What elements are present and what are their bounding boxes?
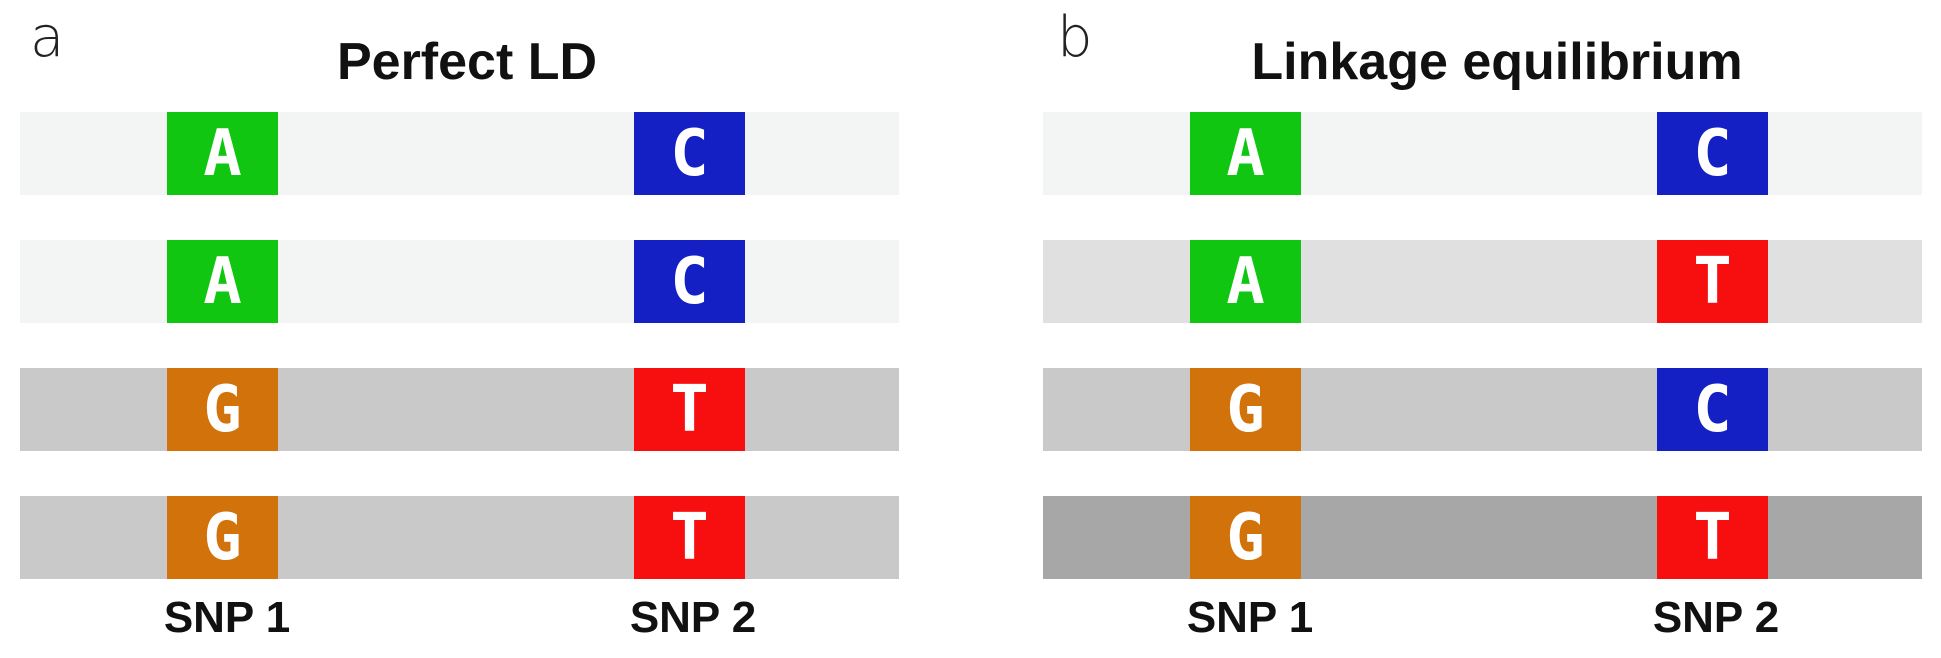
snp1-allele: A	[1190, 112, 1301, 195]
panel-letter: b	[1057, 5, 1093, 70]
snp1-allele: G	[167, 496, 278, 579]
snp2-allele: C	[634, 240, 745, 323]
haplotype-row: A C	[20, 112, 899, 195]
snp1-label: SNP 1	[163, 593, 291, 642]
snp2-allele: T	[634, 368, 745, 451]
snp2-allele: T	[634, 496, 745, 579]
panel-perfect-ld: a Perfect LD A C A C G T G T SNP 1 SNP 2	[0, 0, 900, 658]
haplotype-row: A C	[1043, 112, 1922, 195]
haplotype-row: A T	[1043, 240, 1922, 323]
snp1-label: SNP 1	[1186, 593, 1314, 642]
snp1-allele: A	[167, 240, 278, 323]
haplotype-row: G T	[20, 496, 899, 579]
snp2-allele: C	[1657, 368, 1768, 451]
haplotype-row: A C	[20, 240, 899, 323]
haplotype-row: G C	[1043, 368, 1922, 451]
snp1-allele: G	[1190, 368, 1301, 451]
snp2-label: SNP 2	[1652, 593, 1780, 642]
panel-title: Linkage equilibrium	[1251, 33, 1743, 91]
panel-linkage-equilibrium: b Linkage equilibrium A C A T G C G T SN…	[1023, 0, 1923, 658]
snp1-allele: G	[1190, 496, 1301, 579]
haplotype-row: G T	[1043, 496, 1922, 579]
snp1-allele: A	[167, 112, 278, 195]
snp2-label: SNP 2	[629, 593, 757, 642]
snp2-allele: T	[1657, 496, 1768, 579]
panel-title: Perfect LD	[336, 33, 598, 91]
panel-letter: a	[30, 5, 65, 70]
snp2-allele: C	[1657, 112, 1768, 195]
snp2-allele: C	[634, 112, 745, 195]
snp2-allele: T	[1657, 240, 1768, 323]
haplotype-row: G T	[20, 368, 899, 451]
snp1-allele: G	[167, 368, 278, 451]
snp1-allele: A	[1190, 240, 1301, 323]
